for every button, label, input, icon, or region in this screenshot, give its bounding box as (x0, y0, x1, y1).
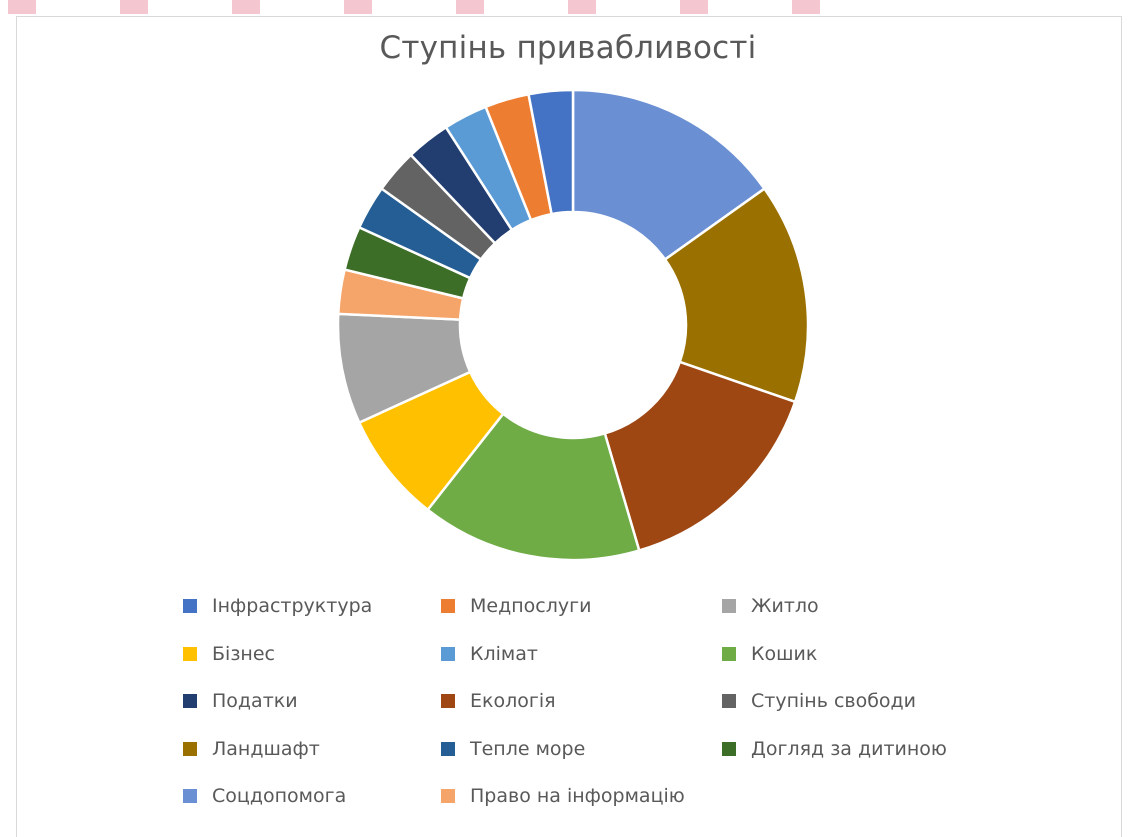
donut-slice-1 (571, 88, 766, 261)
legend-label: Клімат (470, 642, 538, 665)
donut-slice-14 (527, 88, 575, 216)
legend-label: Екологія (470, 690, 556, 712)
donut-slice-4 (426, 412, 641, 562)
legend-item: Клімат (441, 638, 538, 670)
legend-item: Медпослуги (441, 590, 591, 622)
legend-label: Кошик (751, 642, 818, 665)
legend-item: Соцдопомога (183, 780, 346, 812)
legend-label: Інфраструктура (212, 595, 373, 617)
legend-swatch (722, 599, 736, 613)
top-decorative-strip (0, 0, 1136, 18)
legend-swatch (441, 789, 455, 803)
legend-item: Бізнес (183, 638, 275, 670)
legend-item: Інфраструктура (183, 590, 372, 622)
legend-label: Право на інформацію (470, 785, 685, 807)
donut-slice-3 (603, 360, 797, 552)
legend-swatch (441, 741, 455, 756)
legend-swatch (722, 646, 736, 661)
legend-item: Право на інформацію (441, 780, 685, 812)
legend-item: Кошик (722, 638, 817, 670)
chart-title: Ступінь привабливості (379, 30, 757, 66)
legend-label: Ступінь свободи (751, 690, 917, 712)
donut-chart (336, 88, 810, 562)
donut-slice-2 (663, 187, 810, 404)
legend-swatch (441, 646, 455, 661)
legend-label: Податки (212, 690, 298, 712)
legend-label: Ландшафт (212, 737, 320, 760)
legend-swatch (722, 694, 736, 708)
legend-item: Житло (722, 590, 819, 622)
legend-label: Соцдопомога (212, 785, 347, 807)
legend-swatch (441, 599, 455, 613)
legend-swatch (183, 789, 197, 803)
legend-swatch (441, 694, 455, 708)
legend-swatch (183, 741, 197, 756)
legend-label: Догляд за дитиною (751, 737, 947, 760)
legend-swatch (722, 741, 736, 756)
legend-item: Догляд за дитиною (722, 733, 947, 765)
legend-swatch (183, 599, 197, 613)
legend-label: Медпослуги (470, 595, 592, 617)
legend-item: Ступінь свободи (722, 685, 916, 717)
legend-label: Тепле море (470, 737, 586, 760)
legend-item: Ландшафт (183, 733, 320, 765)
legend-label: Бізнес (212, 642, 275, 665)
legend-item: Екологія (441, 685, 556, 717)
legend-item: Тепле море (441, 733, 585, 765)
legend-item: Податки (183, 685, 298, 717)
legend-label: Житло (751, 595, 819, 617)
legend-swatch (183, 694, 197, 708)
legend-swatch (183, 646, 197, 661)
